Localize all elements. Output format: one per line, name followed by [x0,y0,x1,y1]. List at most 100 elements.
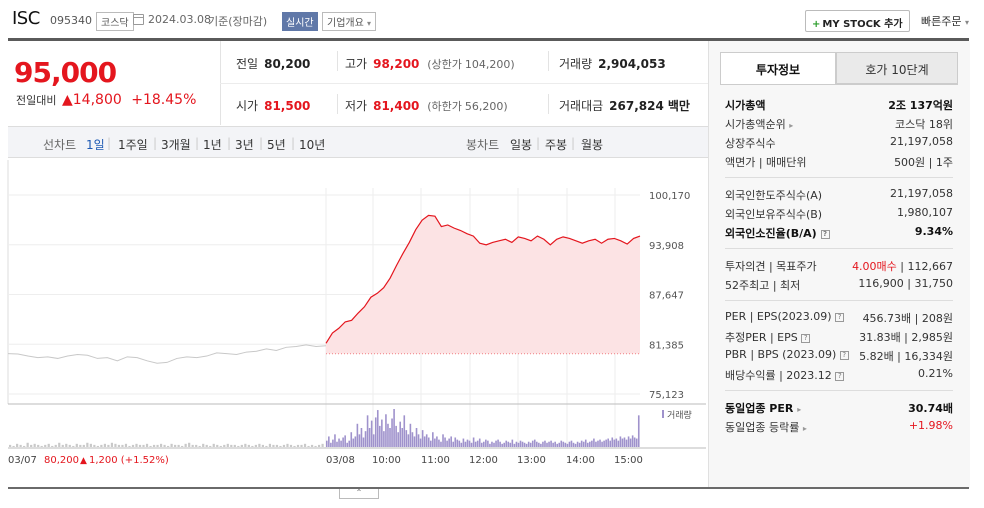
volume-bar [296,444,300,447]
foreign-limit-label: 외국인한도주식수(A) [725,189,823,202]
volume-bar [307,445,310,447]
help-icon[interactable]: ? [839,351,849,360]
volume-bar [513,443,516,447]
info-row-sector-per[interactable]: 동일업종 PER ▸ 30.74배 [725,400,953,418]
volume-bar [478,438,481,447]
tab-3month[interactable]: 3개월 [161,138,191,152]
volume-bar [364,431,367,447]
quick-order-dropdown[interactable]: 빠른주문 ▾ [921,13,969,29]
volume-bar [615,438,618,447]
tab-invest-info[interactable]: 투자정보 [720,52,836,84]
volume-bar [521,441,524,447]
volume-bar [156,444,159,447]
calendar-icon [133,14,144,25]
tab-1week[interactable]: 1주일 [118,138,148,152]
volume-bar [429,440,432,447]
volume-bar [627,436,630,447]
volume-bar [12,445,15,447]
cap-rank-label-text: 시가총액순위 [725,118,786,131]
volume-bar [340,440,342,447]
est-per-label-text: 추정PER | EPS [725,331,798,344]
change-percent: +18.45% [131,92,197,108]
amount-label: 거래대금 [559,99,604,113]
volume-bar [385,414,387,447]
volume-bar [468,440,471,447]
plus-icon: + [812,19,821,30]
x-tick-label: 10:00 [372,455,401,466]
volume-bar [391,418,393,447]
company-info-dropdown[interactable]: 기업개요 ▾ [322,12,377,31]
mystock-add-button[interactable]: + MY STOCK 추가 [805,10,910,32]
tab-daily-candle[interactable]: 일봉 [510,138,533,152]
tab-weekly-candle[interactable]: 주봉 [545,138,568,152]
volume-bar [9,444,12,447]
tab-1day[interactable]: 1일 [86,138,105,152]
volume-legend-label: 거래량 [667,409,692,421]
group-divider [725,390,953,391]
volume-bar [383,431,385,447]
volume-bar [582,441,585,447]
sector-per-label: 동일업종 PER ▸ [725,400,801,416]
sector-per-label-text: 동일업종 PER [725,402,794,415]
volume-bar [523,442,526,447]
tab-10year[interactable]: 10년 [299,138,326,152]
volume-bar [578,442,581,447]
volume-bar [44,444,47,447]
tab-monthly-candle[interactable]: 월봉 [581,138,604,152]
lower-limit-label: (하한가 [427,100,462,113]
expand-chart-button[interactable]: ⌃ [339,489,379,499]
volume-bar [40,445,43,447]
per-label-text: PER | EPS(2023.09) [725,310,832,323]
foreign-limit-value: 21,197,058 [890,187,953,200]
help-icon[interactable]: ? [835,372,845,381]
tab-1year[interactable]: 1년 [203,138,222,152]
volume-bar [619,436,622,447]
help-icon[interactable]: ? [835,313,845,322]
volume-bar [564,442,567,447]
volume-bar [546,442,548,447]
volume-bar [79,444,82,447]
volume-bar [403,415,406,447]
market-badge: 코스닥 [96,12,134,31]
volume-bar [505,440,508,447]
volume-bar [247,444,250,447]
volume-bar [209,445,212,447]
volume-bar [589,441,591,447]
tab-order-book[interactable]: 호가 10단계 [836,52,958,84]
volume-bar [580,440,583,447]
info-row-cap-rank[interactable]: 시가총액순위 ▸ 코스닥 18위 [725,116,953,134]
mystock-label: MY STOCK 추가 [822,19,903,30]
tab-3year[interactable]: 3년 [235,138,254,152]
price-change: 전일대비 ▲14,800 +18.45% [16,92,196,108]
per-value: 456.73배 | 208원 [862,312,953,325]
help-icon[interactable]: ? [820,230,830,239]
volume-bar [399,421,402,447]
volume-bar [326,440,328,447]
volume-bar [605,439,607,447]
volume-bar [436,436,438,447]
stock-code: 095340 [50,14,92,27]
tab-divider: | [571,136,576,150]
realtime-button[interactable]: 실시간 [282,12,318,31]
volume-bar [413,436,416,447]
volume-bar [254,444,257,447]
summary-divider [548,51,549,71]
volume-bar [501,443,503,447]
volume-bar [251,445,254,447]
help-icon[interactable]: ? [801,334,811,343]
volume-bar [432,432,434,447]
opinion-label: 투자의견 | 목표주가 [725,260,817,273]
group-divider [725,300,953,301]
volume-bar [617,440,620,447]
info-row-sector-change[interactable]: 동일업종 등락률 ▸ +1.98% [725,419,953,437]
stock-name: ISC [12,8,40,29]
volume-bar [58,442,61,447]
volume-bar [562,441,565,447]
volume-bar [23,445,26,447]
volume-bar [354,436,357,447]
info-row-foreign-ratio: 외국인소진율(B/A) ? 9.34% [725,225,953,243]
volume-bar [181,445,184,447]
volume-bar [376,410,379,447]
tab-5year[interactable]: 5년 [267,138,286,152]
volume-bar [244,443,247,447]
